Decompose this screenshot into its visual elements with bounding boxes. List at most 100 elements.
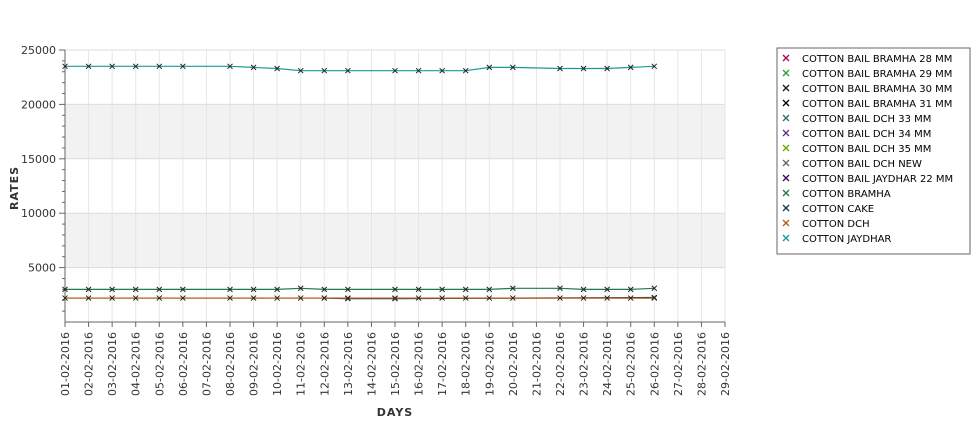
data-point xyxy=(580,295,587,301)
point-marker xyxy=(250,286,257,293)
x-tick-label: 26-02-2016 xyxy=(648,332,661,396)
data-point xyxy=(297,295,304,301)
point-marker xyxy=(392,67,398,74)
x-axis-title: DAYS xyxy=(377,406,413,419)
y-tick-label: 15000 xyxy=(21,153,56,166)
x-tick-label: 07-02-2016 xyxy=(200,332,213,396)
point-marker xyxy=(510,64,516,71)
data-point xyxy=(321,295,328,301)
point-marker xyxy=(274,65,280,72)
x-tick-label: 02-02-2016 xyxy=(83,332,96,396)
point-marker xyxy=(180,63,186,70)
x-tick-label: 16-02-2016 xyxy=(413,332,426,396)
legend-marker xyxy=(782,54,790,62)
series-group xyxy=(62,63,658,74)
y-axis-ticks: 5000 10000 15000 20000 25000 xyxy=(21,44,65,312)
point-marker xyxy=(109,295,115,301)
data-point xyxy=(85,63,92,70)
legend-item: COTTON DCH xyxy=(782,219,870,230)
point-marker xyxy=(180,295,186,301)
point-marker xyxy=(85,295,92,301)
legend-item: COTTON BAIL BRAMHA 28 MM xyxy=(782,54,952,65)
x-tick-label: 23-02-2016 xyxy=(578,332,591,396)
data-point xyxy=(651,285,658,292)
x-tick-label: 05-02-2016 xyxy=(153,332,166,396)
point-marker xyxy=(250,64,257,71)
x-tick-label: 18-02-2016 xyxy=(460,332,473,396)
legend-marker xyxy=(782,174,790,182)
point-marker xyxy=(132,63,139,70)
legend-item: COTTON BAIL BRAMHA 29 MM xyxy=(782,69,952,80)
point-marker xyxy=(109,63,115,70)
data-point xyxy=(250,286,257,293)
data-point xyxy=(604,295,610,301)
x-tick-label: 15-02-2016 xyxy=(389,332,402,396)
data-point xyxy=(486,286,493,293)
point-marker xyxy=(439,67,445,74)
y-tick-label: 25000 xyxy=(21,44,56,57)
x-tick-label: 04-02-2016 xyxy=(130,332,143,396)
data-point xyxy=(297,67,304,74)
point-marker xyxy=(156,295,163,301)
point-marker xyxy=(345,67,351,74)
data-point xyxy=(415,295,422,301)
data-point xyxy=(132,295,139,301)
y-tick-label: 5000 xyxy=(28,262,56,275)
data-point xyxy=(557,285,563,292)
point-marker xyxy=(462,295,469,301)
data-point xyxy=(62,286,68,293)
legend-label: COTTON BAIL DCH 33 MM xyxy=(802,114,931,125)
point-marker xyxy=(62,286,68,293)
legend-marker xyxy=(782,204,790,212)
x-tick-label: 29-02-2016 xyxy=(719,332,732,396)
legend-marker xyxy=(782,219,790,227)
data-point xyxy=(156,295,163,301)
x-tick-label: 09-02-2016 xyxy=(248,332,261,396)
point-marker xyxy=(486,286,493,293)
legend-item: COTTON BAIL DCH 34 MM xyxy=(782,129,931,140)
data-point xyxy=(180,63,186,70)
point-marker xyxy=(345,295,351,301)
data-point xyxy=(439,67,445,74)
point-marker xyxy=(156,286,163,293)
legend-item: COTTON JAYDHAR xyxy=(782,234,891,245)
data-point xyxy=(604,286,610,293)
legend-label: COTTON BAIL DCH 35 MM xyxy=(802,144,931,155)
data-point xyxy=(109,286,115,293)
legend-border xyxy=(776,47,971,255)
point-marker xyxy=(415,295,422,301)
legend-item: COTTON BAIL DCH 35 MM xyxy=(782,144,931,155)
legend-label: COTTON JAYDHAR xyxy=(802,234,891,245)
data-point xyxy=(439,286,445,293)
point-marker xyxy=(462,286,469,293)
point-marker xyxy=(557,65,563,72)
legend-label: COTTON BAIL JAYDHAR 22 MM xyxy=(802,174,953,185)
point-marker xyxy=(627,286,634,293)
data-point xyxy=(580,286,587,293)
point-marker xyxy=(651,295,658,301)
series-line xyxy=(65,65,655,72)
point-marker xyxy=(321,295,328,301)
point-marker xyxy=(604,295,610,301)
x-tick-label: 28-02-2016 xyxy=(695,332,708,396)
legend-marker xyxy=(782,99,790,107)
legend-marker xyxy=(782,159,790,167)
legend-item: COTTON CAKE xyxy=(782,204,874,215)
point-marker xyxy=(627,295,634,301)
point-marker xyxy=(180,286,186,293)
data-point xyxy=(274,65,280,72)
data-point xyxy=(557,295,563,301)
point-marker xyxy=(62,63,68,70)
point-marker xyxy=(297,295,304,301)
legend-item: COTTON BAIL DCH 33 MM xyxy=(782,114,931,125)
data-point xyxy=(180,286,186,293)
point-marker xyxy=(132,286,139,293)
legend-label: COTTON BAIL BRAMHA 31 MM xyxy=(802,99,952,110)
legend-marker xyxy=(782,144,790,152)
series-line xyxy=(65,287,655,290)
data-point xyxy=(227,295,233,301)
legend-items: COTTON BAIL BRAMHA 28 MM COTTON BAIL BRAM… xyxy=(782,54,953,245)
series-lines xyxy=(62,63,658,302)
